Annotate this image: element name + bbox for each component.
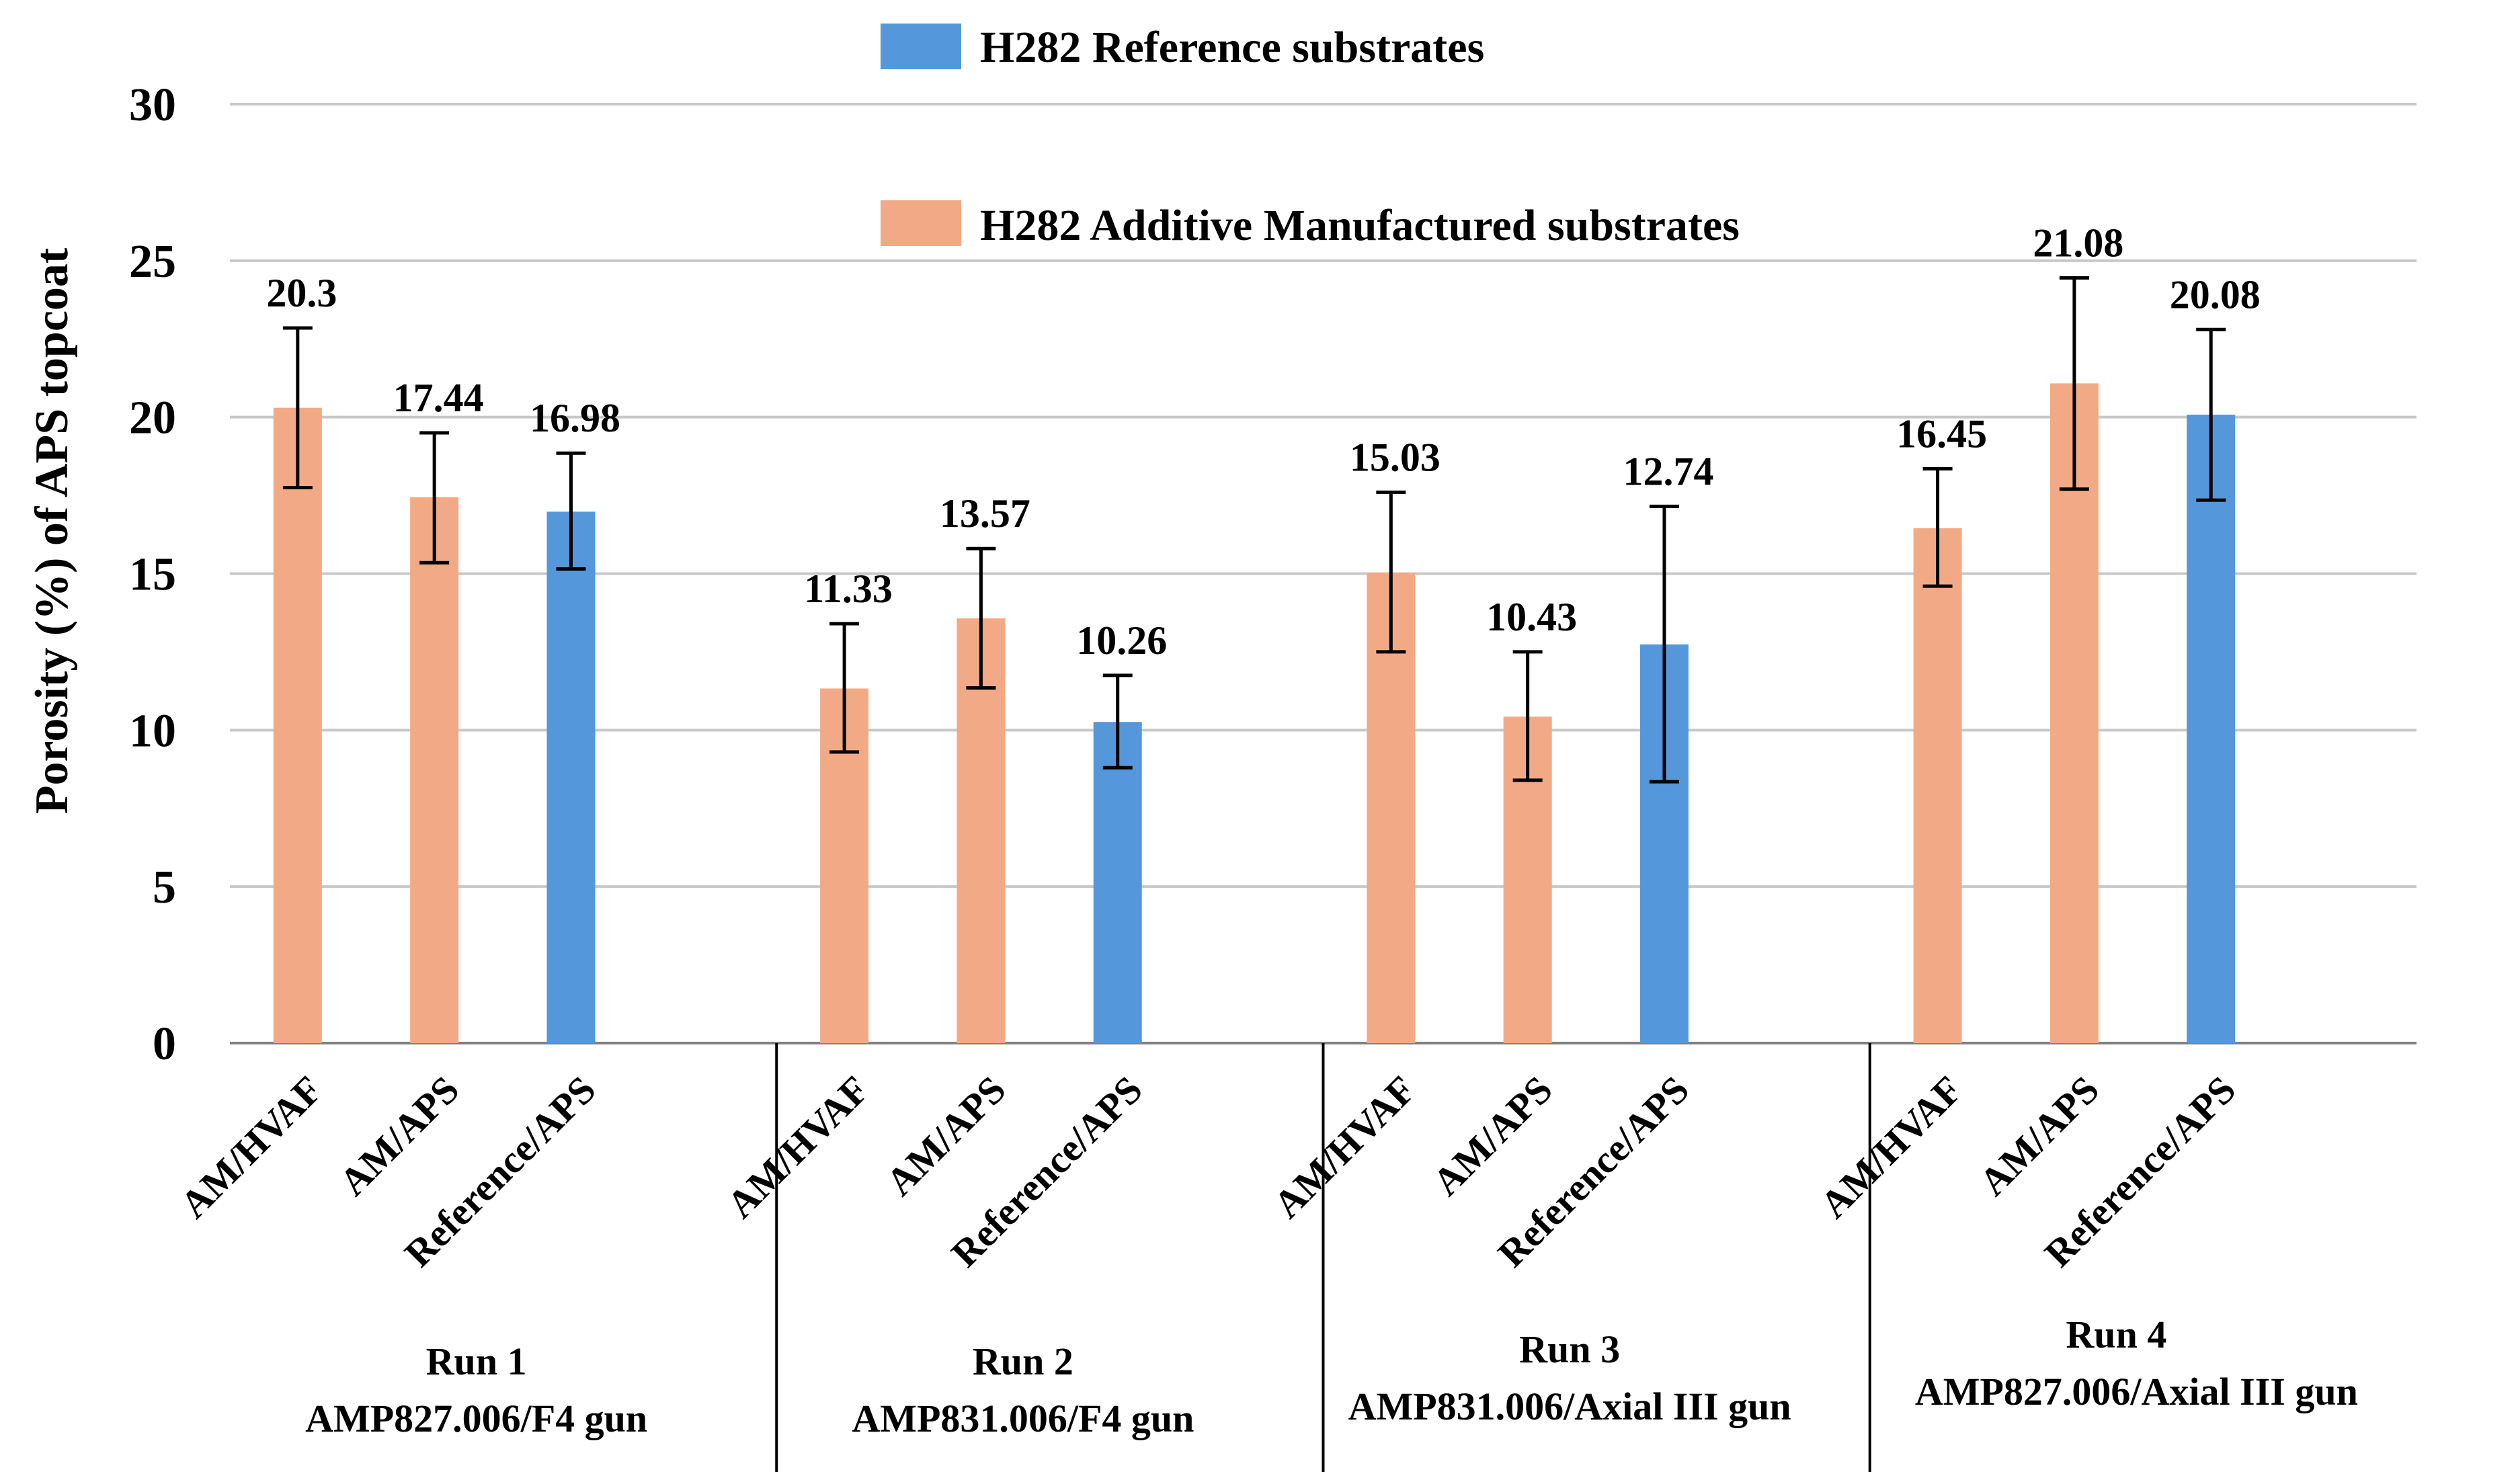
group-subtitle-label: AMP827.006/Axial III gun (1915, 1370, 2358, 1413)
value-label: 20.08 (2170, 272, 2261, 317)
value-label: 17.44 (393, 376, 484, 420)
group-run-label: Run 2 (973, 1339, 1073, 1383)
bar (273, 407, 322, 1043)
legend: H282 Reference substrates H282 Additive … (881, 23, 1740, 250)
x-tick-label: AM/HVAF (1812, 1067, 1971, 1227)
value-label: 10.43 (1486, 595, 1577, 639)
y-tick-label: 25 (129, 236, 176, 288)
y-tick-label: 10 (129, 705, 176, 757)
y-axis-title: Porosity (%) of APS topcoat (26, 248, 78, 815)
x-tick-label: AM/APS (877, 1067, 1014, 1204)
value-label: 15.03 (1350, 435, 1440, 479)
y-tick-label: 20 (129, 393, 176, 444)
legend-swatch-additive (881, 200, 961, 246)
bar (1093, 722, 1142, 1043)
value-label: 12.74 (1623, 449, 1713, 493)
value-label: 20.3 (266, 271, 337, 315)
x-tick-label: AM/HVAF (719, 1067, 878, 1227)
x-tick-label: AM/APS (1971, 1067, 2107, 1204)
y-tick-label: 15 (129, 549, 176, 601)
value-label: 16.98 (530, 396, 620, 440)
group-labels: Run 1 AMP827.006/F4 gun Run 2 AMP831.006/F4… (305, 1313, 2358, 1440)
legend-label-reference: H282 Reference substrates (980, 23, 1484, 72)
group-run-label: Run 4 (2066, 1313, 2166, 1356)
y-tick-label: 0 (153, 1018, 176, 1070)
x-tick-label: AM/HVAF (171, 1067, 331, 1227)
x-tick-label: AM/APS (331, 1067, 467, 1204)
value-label: 13.57 (940, 491, 1030, 536)
value-label: 16.45 (1896, 412, 1987, 456)
bar (2187, 414, 2236, 1043)
y-tick-label: 5 (153, 862, 176, 913)
value-label: 10.26 (1076, 618, 1167, 663)
group-subtitle-label: AMP831.006/F4 gun (852, 1397, 1194, 1440)
x-tick-label: AM/APS (1424, 1067, 1561, 1204)
group-subtitle-label: AMP827.006/F4 gun (305, 1397, 647, 1440)
value-label: 11.33 (804, 567, 893, 611)
bar (1913, 528, 1962, 1043)
error-bars (282, 276, 2226, 784)
x-tick-label: AM/HVAF (1265, 1067, 1424, 1227)
group-subtitle-label: AMP831.006/Axial III gun (1348, 1385, 1791, 1428)
legend-swatch-reference (881, 24, 961, 69)
legend-label-additive: H282 Additive Manufactured substrates (980, 201, 1740, 250)
group-run-label: Run 3 (1519, 1327, 1620, 1371)
bars (273, 383, 2236, 1043)
y-tick-label: 30 (129, 79, 176, 131)
bar (546, 511, 596, 1043)
bar (410, 497, 459, 1043)
group-run-label: Run 1 (426, 1339, 527, 1383)
value-labels: 20.3 17.44 16.98 11.33 13.57 10.26 15.03 10.43 1… (266, 220, 2260, 662)
bar (2049, 383, 2099, 1043)
value-label: 21.08 (2033, 220, 2123, 265)
axes: 0 5 10 15 20 25 30 (129, 79, 2417, 1472)
